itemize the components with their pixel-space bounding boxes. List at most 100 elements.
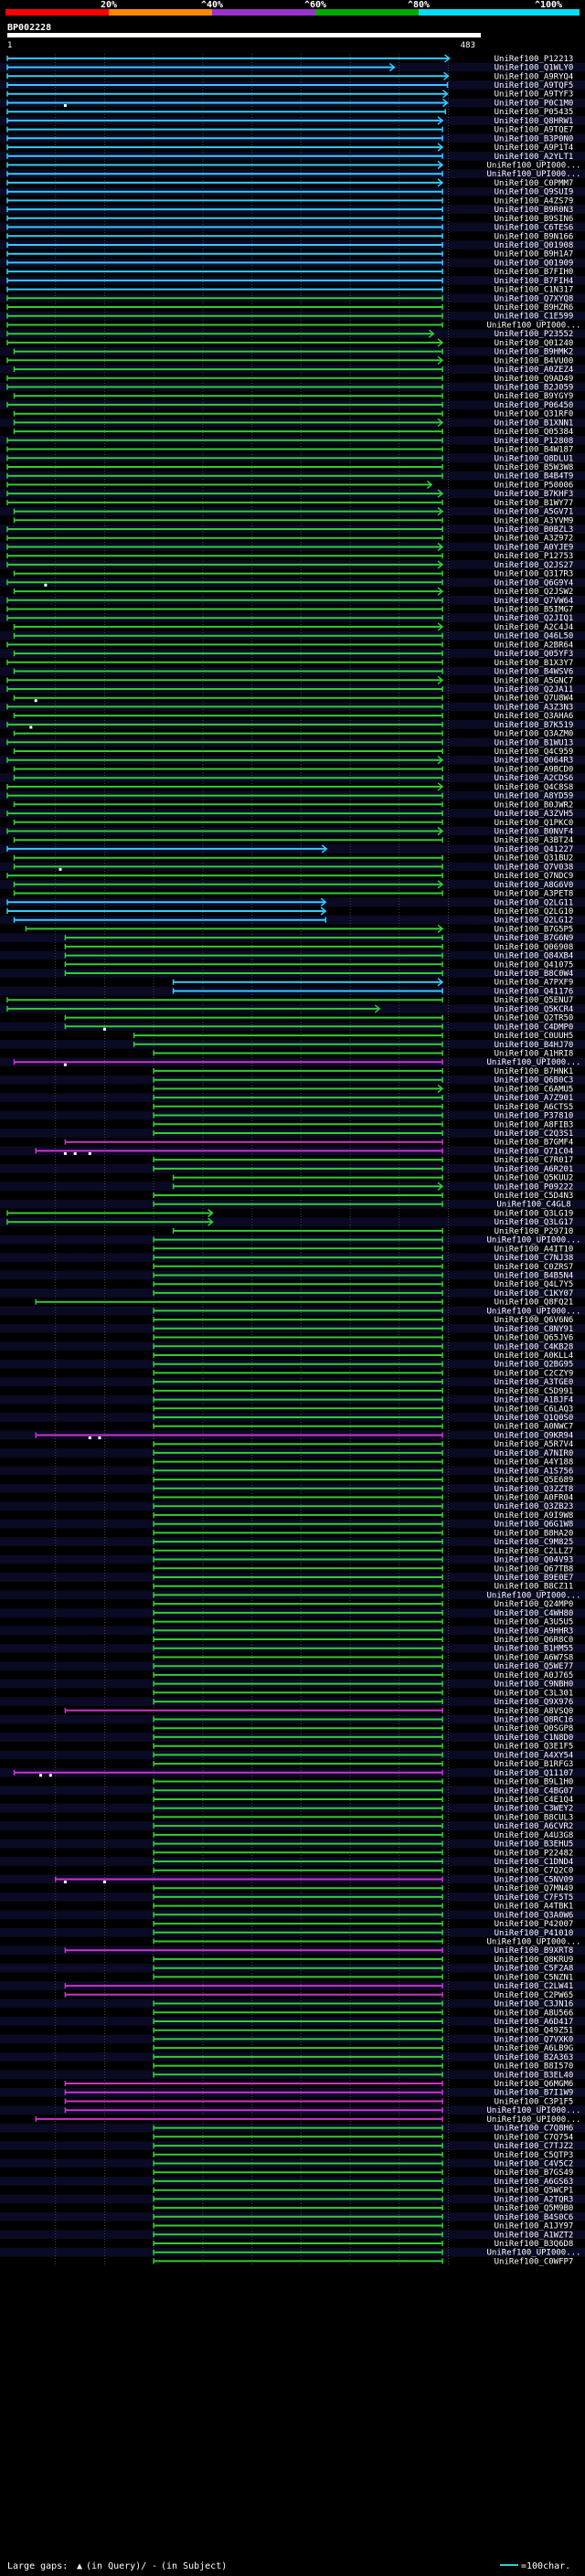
hit-label: UniRef100_A5R7V4: [495, 1440, 574, 1449]
hit-label: UniRef100_C9M825: [495, 1538, 574, 1547]
hit-label: UniRef100_Q5M9B0: [495, 2204, 574, 2213]
hit-label: UniRef100_B9L1H0: [495, 1778, 574, 1787]
hit-label: UniRef100_A8G6V0: [495, 881, 574, 890]
hit-label: UniRef100_C0PMM7: [495, 179, 574, 188]
hit-label: UniRef100_B1WU13: [495, 738, 574, 747]
gap-marker: [63, 1063, 67, 1066]
hit-label: UniRef100_Q84XB4: [495, 952, 574, 961]
hit-label: UniRef100_A6CTS5: [495, 1103, 574, 1112]
hit-label: UniRef100_Q24MP0: [495, 1600, 574, 1609]
hit-label: UniRef100_C0UUH5: [495, 1032, 574, 1041]
hit-label: UniRef100_C0WFP7: [495, 2257, 574, 2266]
hit-label: UniRef100_A0NWC7: [495, 1423, 574, 1432]
hit-label: UniRef100_Q3A0W6: [495, 1911, 574, 1920]
hit-label: UniRef100_Q1PKC0: [495, 819, 574, 828]
hit-label: UniRef100_C6TES6: [495, 224, 574, 233]
gap-marker: [34, 699, 37, 703]
hit-label: UniRef100_P37810: [495, 1112, 574, 1121]
hit-label: UniRef100_C4KB28: [495, 1342, 574, 1352]
hit-label: UniRef100_A0KLL4: [495, 1352, 574, 1361]
hit-arrow: [388, 63, 396, 72]
hit-label: UniRef100_B3Q6D8: [495, 2240, 574, 2249]
row-stripe: [0, 1217, 585, 1227]
hit-label: UniRef100_Q2BG95: [495, 1361, 574, 1370]
hit-label: UniRef100_C4E1Q4: [495, 1796, 574, 1805]
hit-label: UniRef100_A4ZS79: [495, 196, 574, 206]
gap-marker: [48, 1774, 52, 1777]
hit-arrow: [442, 90, 449, 99]
hit-arrow: [437, 160, 444, 170]
hit-label: UniRef100_P12808: [495, 437, 574, 446]
hit-label: UniRef100_Q2TR50: [495, 1014, 574, 1023]
hit-label: UniRef100_Q7XYQ8: [495, 294, 574, 303]
hit-arrow: [374, 1004, 381, 1013]
gap-marker: [63, 104, 67, 107]
hit-label: UniRef100_A8YD59: [495, 792, 574, 801]
hit-label: UniRef100_B8I570: [495, 2062, 574, 2072]
hit-label: UniRef100_C5QTP3: [495, 2151, 574, 2160]
hit-label: UniRef100_C1KY07: [495, 1289, 574, 1299]
hit-label: UniRef100_A3TGE0: [495, 1378, 574, 1387]
hit-label: UniRef100_A9HHR3: [495, 1627, 574, 1636]
hit-label: UniRef100_C7TJZ2: [495, 2142, 574, 2151]
hit-label: UniRef100_B9HZR6: [495, 303, 574, 313]
hit-label: UniRef100_B8C0W4: [495, 970, 574, 979]
hit-label: UniRef100_UPI000...: [487, 170, 581, 179]
hit-label: UniRef100_C5D991: [495, 1387, 574, 1396]
hit-arrow: [321, 844, 328, 853]
hit-label: UniRef100_C7Q8H6: [495, 2125, 574, 2134]
hit-label: UniRef100_Q8HRW1: [495, 117, 574, 126]
hit-label: UniRef100_P50006: [495, 481, 574, 490]
hit-label: UniRef100_C3P1F5: [495, 2098, 574, 2107]
gap-in-query-mark: ▲: [77, 2561, 82, 2571]
gap-marker: [102, 1027, 106, 1031]
hit-arrow: [437, 880, 444, 889]
hit-label: UniRef100_B9R0N3: [495, 206, 574, 215]
hit-label: UniRef100_A8VSQ0: [495, 1707, 574, 1716]
hit-label: UniRef100_B7G6N9: [495, 934, 574, 943]
hit-arrow: [437, 489, 444, 498]
hit-label: UniRef100_Q3AHA6: [495, 712, 574, 721]
hit-label: UniRef100_C7R017: [495, 1156, 574, 1165]
hit-label: UniRef100_A7PXF9: [495, 979, 574, 988]
hit-label: UniRef100_Q4C959: [495, 747, 574, 757]
hit-label: UniRef100_Q064R3: [495, 757, 574, 766]
hit-label: UniRef100_C2LLZ7: [495, 1547, 574, 1556]
hit-label: UniRef100_Q01909: [495, 259, 574, 268]
hit-arrow: [426, 480, 433, 489]
hit-label: UniRef100_P41010: [495, 1929, 574, 1938]
hit-label: UniRef100_A1JY97: [495, 2222, 574, 2231]
hit-label: UniRef100_A9TYF3: [495, 90, 574, 100]
hit-label: UniRef100_Q6MGM6: [495, 2080, 574, 2089]
hit-label: UniRef100_B0BZL3: [495, 525, 574, 535]
hit-label: UniRef100_A3Z3N3: [495, 703, 574, 712]
hit-arrow: [428, 329, 435, 338]
hit-label: UniRef100_Q6B0C3: [495, 1076, 574, 1086]
hit-label: UniRef100_UPI000...: [487, 322, 581, 331]
hit-label: UniRef100_Q01908: [495, 241, 574, 250]
hit-label: UniRef100_Q7NDC9: [495, 872, 574, 881]
hit-label: UniRef100_P12213: [495, 55, 574, 64]
hit-label: UniRef100_B0JWR2: [495, 800, 574, 810]
hit-arrow: [437, 1084, 444, 1093]
hit-label: UniRef100_UPI000...: [487, 162, 581, 171]
hit-label: UniRef100_A3BT24: [495, 836, 574, 845]
hit-label: UniRef100_Q04V93: [495, 1556, 574, 1565]
hit-label: UniRef100_B4HJ70: [495, 1041, 574, 1050]
hit-label: UniRef100_Q3LG17: [495, 1218, 574, 1227]
hit-label: UniRef100_C9NBH0: [495, 1680, 574, 1690]
hit-label: UniRef100_Q9AD49: [495, 375, 574, 384]
hit-label: UniRef100_Q5WE77: [495, 1662, 574, 1671]
hit-label: UniRef100_C3WEY2: [495, 1805, 574, 1814]
hit-label: UniRef100_Q7V038: [495, 863, 574, 872]
hit-label: UniRef100_Q67TB8: [495, 1564, 574, 1574]
hit-label: UniRef100_C5NV09: [495, 1876, 574, 1885]
hit-label: UniRef100_B4WSV6: [495, 668, 574, 677]
hit-arrow: [437, 826, 444, 836]
query-start-label: 1: [7, 41, 12, 50]
hit-label: UniRef100_Q2LG12: [495, 917, 574, 926]
hit-label: UniRef100_B8HA20: [495, 1529, 574, 1538]
gap-marker: [73, 1151, 77, 1155]
hit-label: UniRef100_UPI000...: [487, 2249, 581, 2258]
hit-label: UniRef100_A0YJE9: [495, 544, 574, 553]
